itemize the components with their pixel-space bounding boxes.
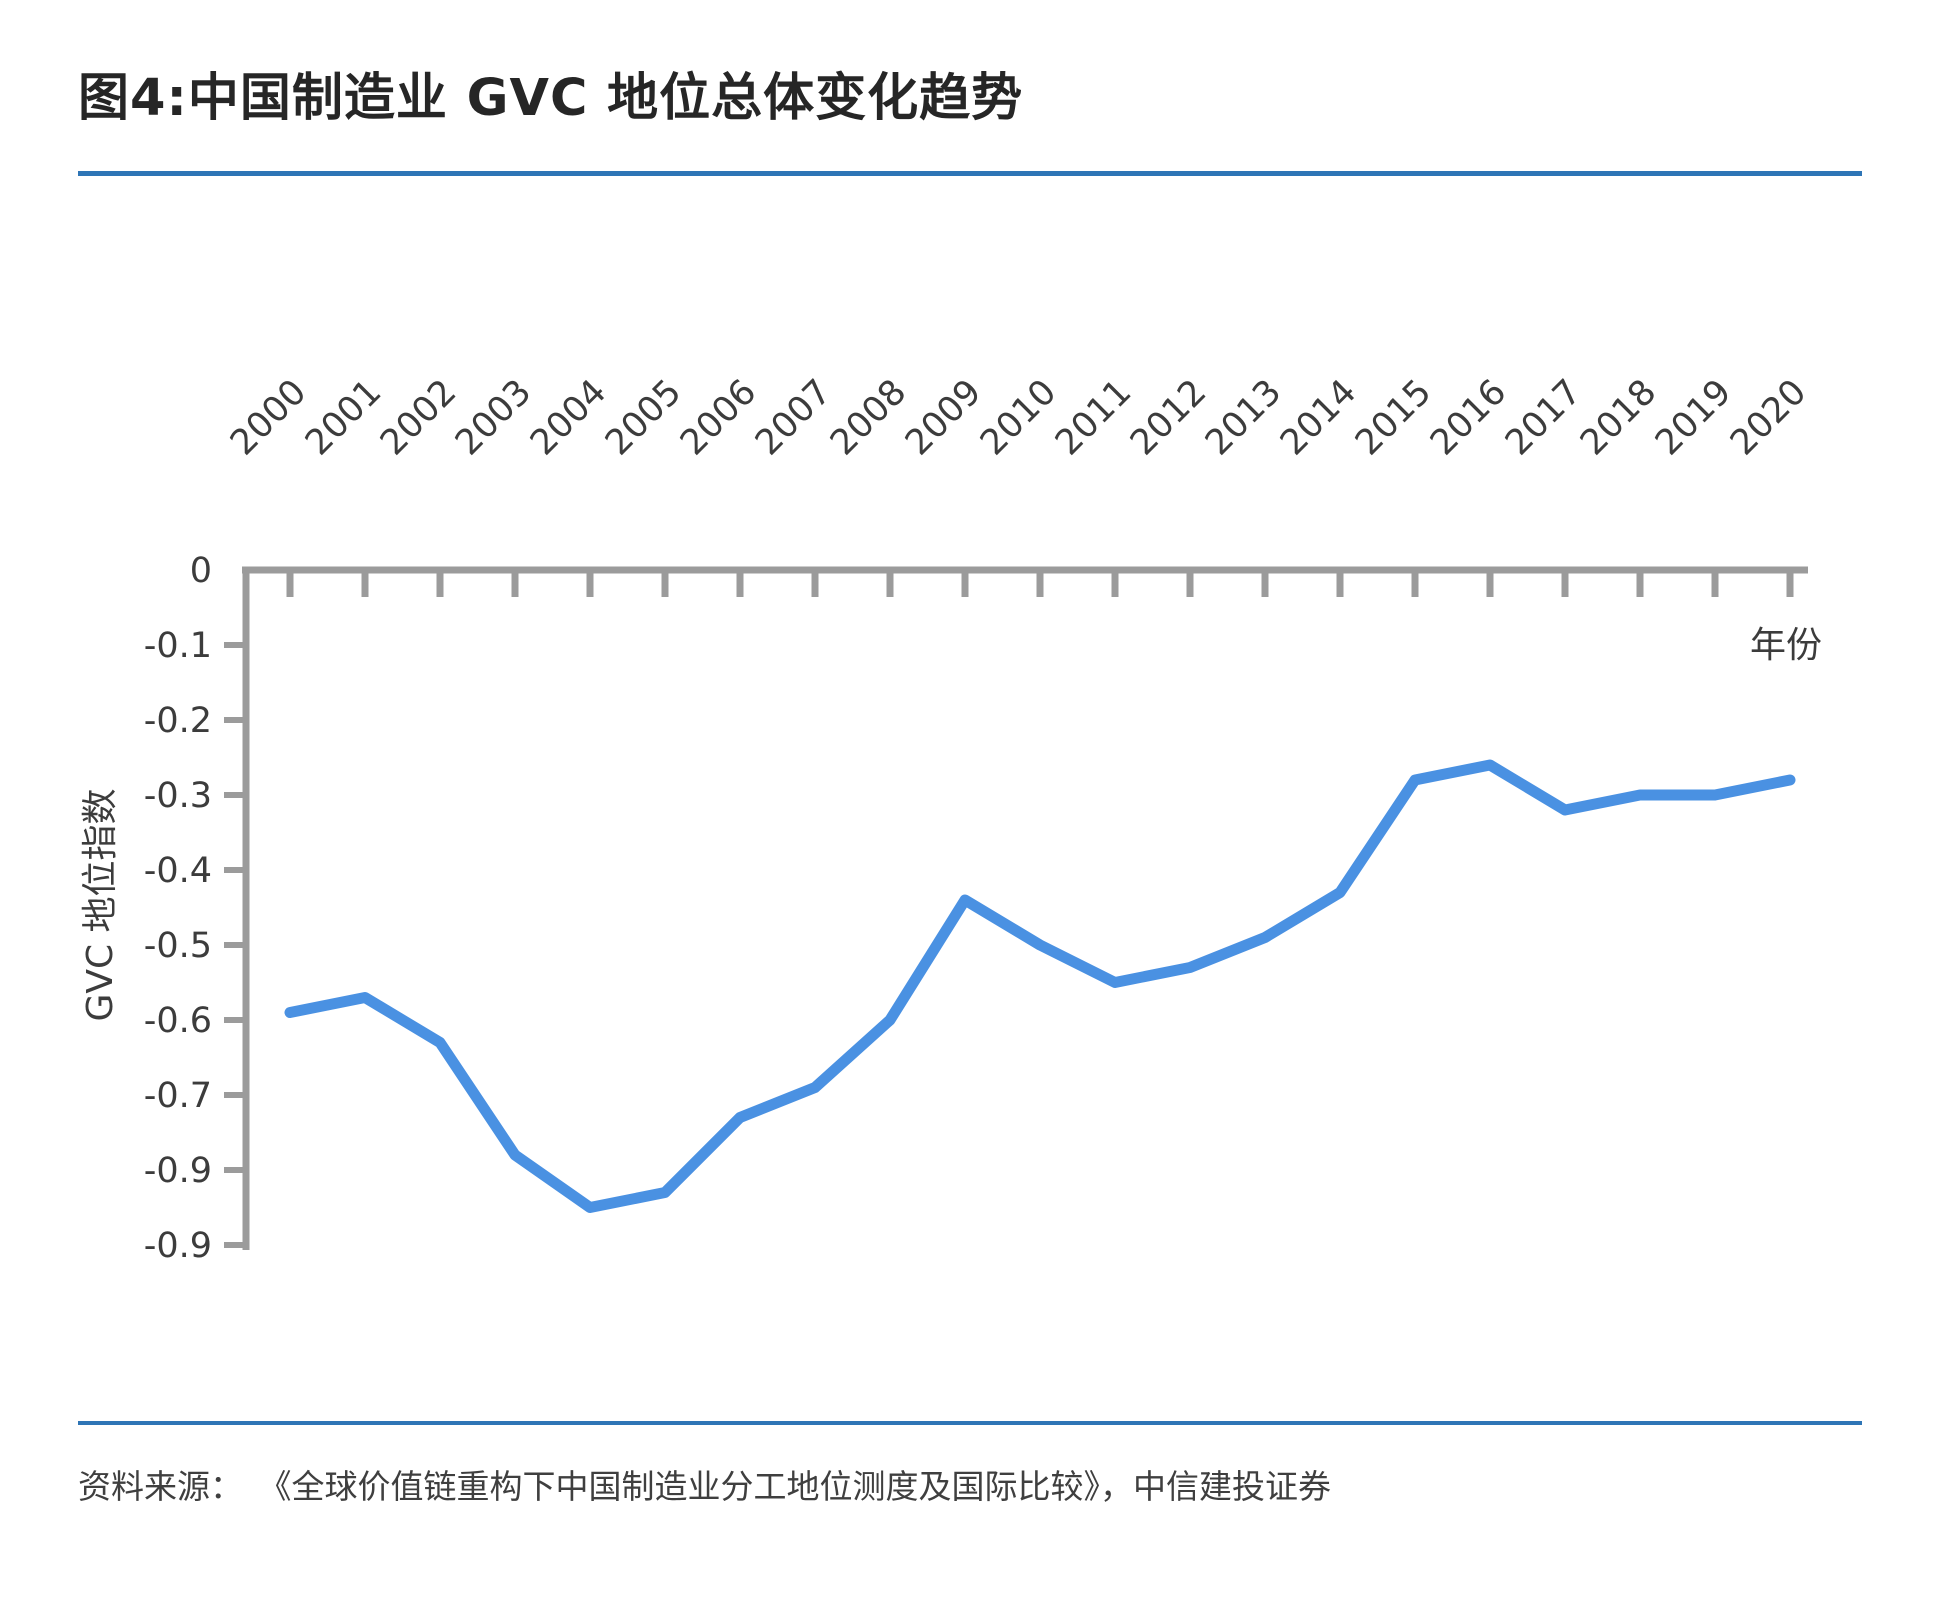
x-tick-label: 2001 bbox=[298, 372, 389, 463]
y-tick-label: -0.7 bbox=[144, 1076, 212, 1116]
x-tick-label: 2016 bbox=[1423, 372, 1514, 463]
y-tick-label: -0.9 bbox=[144, 1226, 212, 1266]
x-tick-label: 2008 bbox=[823, 372, 914, 463]
x-tick-label: 2003 bbox=[448, 372, 539, 463]
bottom-divider bbox=[78, 1421, 1862, 1425]
y-tick-label: -0.5 bbox=[144, 926, 212, 966]
source-text: 《全球价值链重构下中国制造业分工地位测度及国际比较》，中信建投证券 bbox=[275, 1467, 1331, 1506]
x-axis-title: 年份 bbox=[1750, 625, 1822, 666]
y-tick-label: -0.6 bbox=[144, 1001, 212, 1041]
x-tick-label: 2011 bbox=[1048, 372, 1139, 463]
x-tick-label: 2000 bbox=[223, 372, 314, 463]
y-tick-label: 0 bbox=[190, 551, 212, 591]
x-tick-label: 2002 bbox=[373, 372, 464, 463]
x-tick-label: 2009 bbox=[898, 372, 989, 463]
y-tick-label: -0.3 bbox=[144, 776, 212, 816]
y-tick-label: -0.9 bbox=[144, 1151, 212, 1191]
y-axis-title: GVC 地位指数 bbox=[80, 788, 121, 1021]
gvc-index-line bbox=[284, 759, 1796, 1213]
x-tick-label: 2018 bbox=[1573, 372, 1664, 463]
y-tick-label: -0.2 bbox=[144, 701, 212, 741]
x-tick-label: 2019 bbox=[1648, 372, 1739, 463]
x-tick-label: 2005 bbox=[598, 372, 689, 463]
x-tick-label: 2004 bbox=[523, 372, 614, 463]
x-tick-label: 2006 bbox=[673, 372, 764, 463]
source-label: 资料来源： bbox=[78, 1467, 243, 1506]
x-tick-label: 2015 bbox=[1348, 372, 1439, 463]
y-tick-label: -0.4 bbox=[144, 851, 212, 891]
source-note: 资料来源： 《全球价值链重构下中国制造业分工地位测度及国际比较》，中信建投证券 bbox=[78, 1460, 1331, 1508]
y-tick-label: -0.1 bbox=[144, 626, 212, 666]
x-tick-label: 2010 bbox=[973, 372, 1064, 463]
figure-title: 图4:中国制造业 GVC 地位总体变化趋势 bbox=[78, 69, 1024, 128]
x-tick-label: 2013 bbox=[1198, 372, 1289, 463]
x-tick-label: 2020 bbox=[1723, 372, 1814, 463]
x-tick-label: 2014 bbox=[1273, 372, 1364, 463]
x-tick-label: 2012 bbox=[1123, 372, 1214, 463]
top-divider bbox=[78, 171, 1862, 176]
x-tick-label: 2017 bbox=[1498, 372, 1589, 463]
x-tick-label: 2007 bbox=[748, 372, 839, 463]
